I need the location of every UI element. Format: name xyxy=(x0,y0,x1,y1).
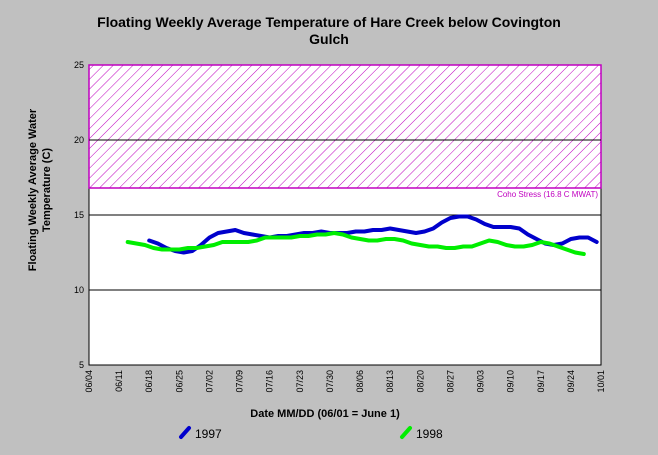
x-tick-label: 06/25 xyxy=(174,370,184,393)
legend-label-1997: 1997 xyxy=(195,427,222,441)
legend-label-1998: 1998 xyxy=(416,427,443,441)
x-tick-label: 07/16 xyxy=(265,370,275,393)
x-tick-label: 07/23 xyxy=(295,370,305,393)
y-tick-label: 25 xyxy=(74,60,84,70)
y-tick-label: 10 xyxy=(74,285,84,295)
y-axis-label: Floating Weekly Average Water xyxy=(27,108,39,271)
coho-stress-label: Coho Stress (16.8 C MWAT) xyxy=(497,190,598,199)
chart-title: Floating Weekly Average Temperature of H… xyxy=(97,14,561,30)
y-tick-label: 15 xyxy=(74,210,84,220)
x-tick-label: 10/01 xyxy=(596,370,606,393)
y-tick-label: 20 xyxy=(74,135,84,145)
x-tick-label: 07/30 xyxy=(325,370,335,393)
legend-swatch-1997 xyxy=(179,426,191,439)
x-tick-label: 08/27 xyxy=(445,370,455,393)
coho-stress-band xyxy=(88,64,602,189)
x-tick-label: 07/09 xyxy=(235,370,245,393)
x-axis-label: Date MM/DD (06/01 = June 1) xyxy=(250,408,400,420)
x-tick-label: 08/20 xyxy=(415,370,425,393)
x-tick-label: 06/11 xyxy=(114,370,124,392)
x-tick-label: 09/24 xyxy=(566,370,576,393)
x-tick-label: 09/10 xyxy=(506,370,516,393)
x-tick-label: 06/18 xyxy=(144,370,154,393)
legend-swatch-1998 xyxy=(400,426,412,439)
x-tick-label: 08/13 xyxy=(385,370,395,393)
x-tick-label: 08/06 xyxy=(355,370,365,393)
x-tick-label: 07/02 xyxy=(204,370,214,393)
x-tick-label: 06/04 xyxy=(84,370,94,393)
series-line-1997 xyxy=(147,214,599,255)
x-tick-label: 09/17 xyxy=(536,370,546,393)
y-axis-label-line-2: Temperature (C) xyxy=(41,148,53,232)
y-tick-label: 5 xyxy=(79,360,84,370)
x-tick-label: 09/03 xyxy=(476,370,486,393)
series-line-1998 xyxy=(125,231,586,256)
chart-title-line-2: Gulch xyxy=(309,31,349,47)
